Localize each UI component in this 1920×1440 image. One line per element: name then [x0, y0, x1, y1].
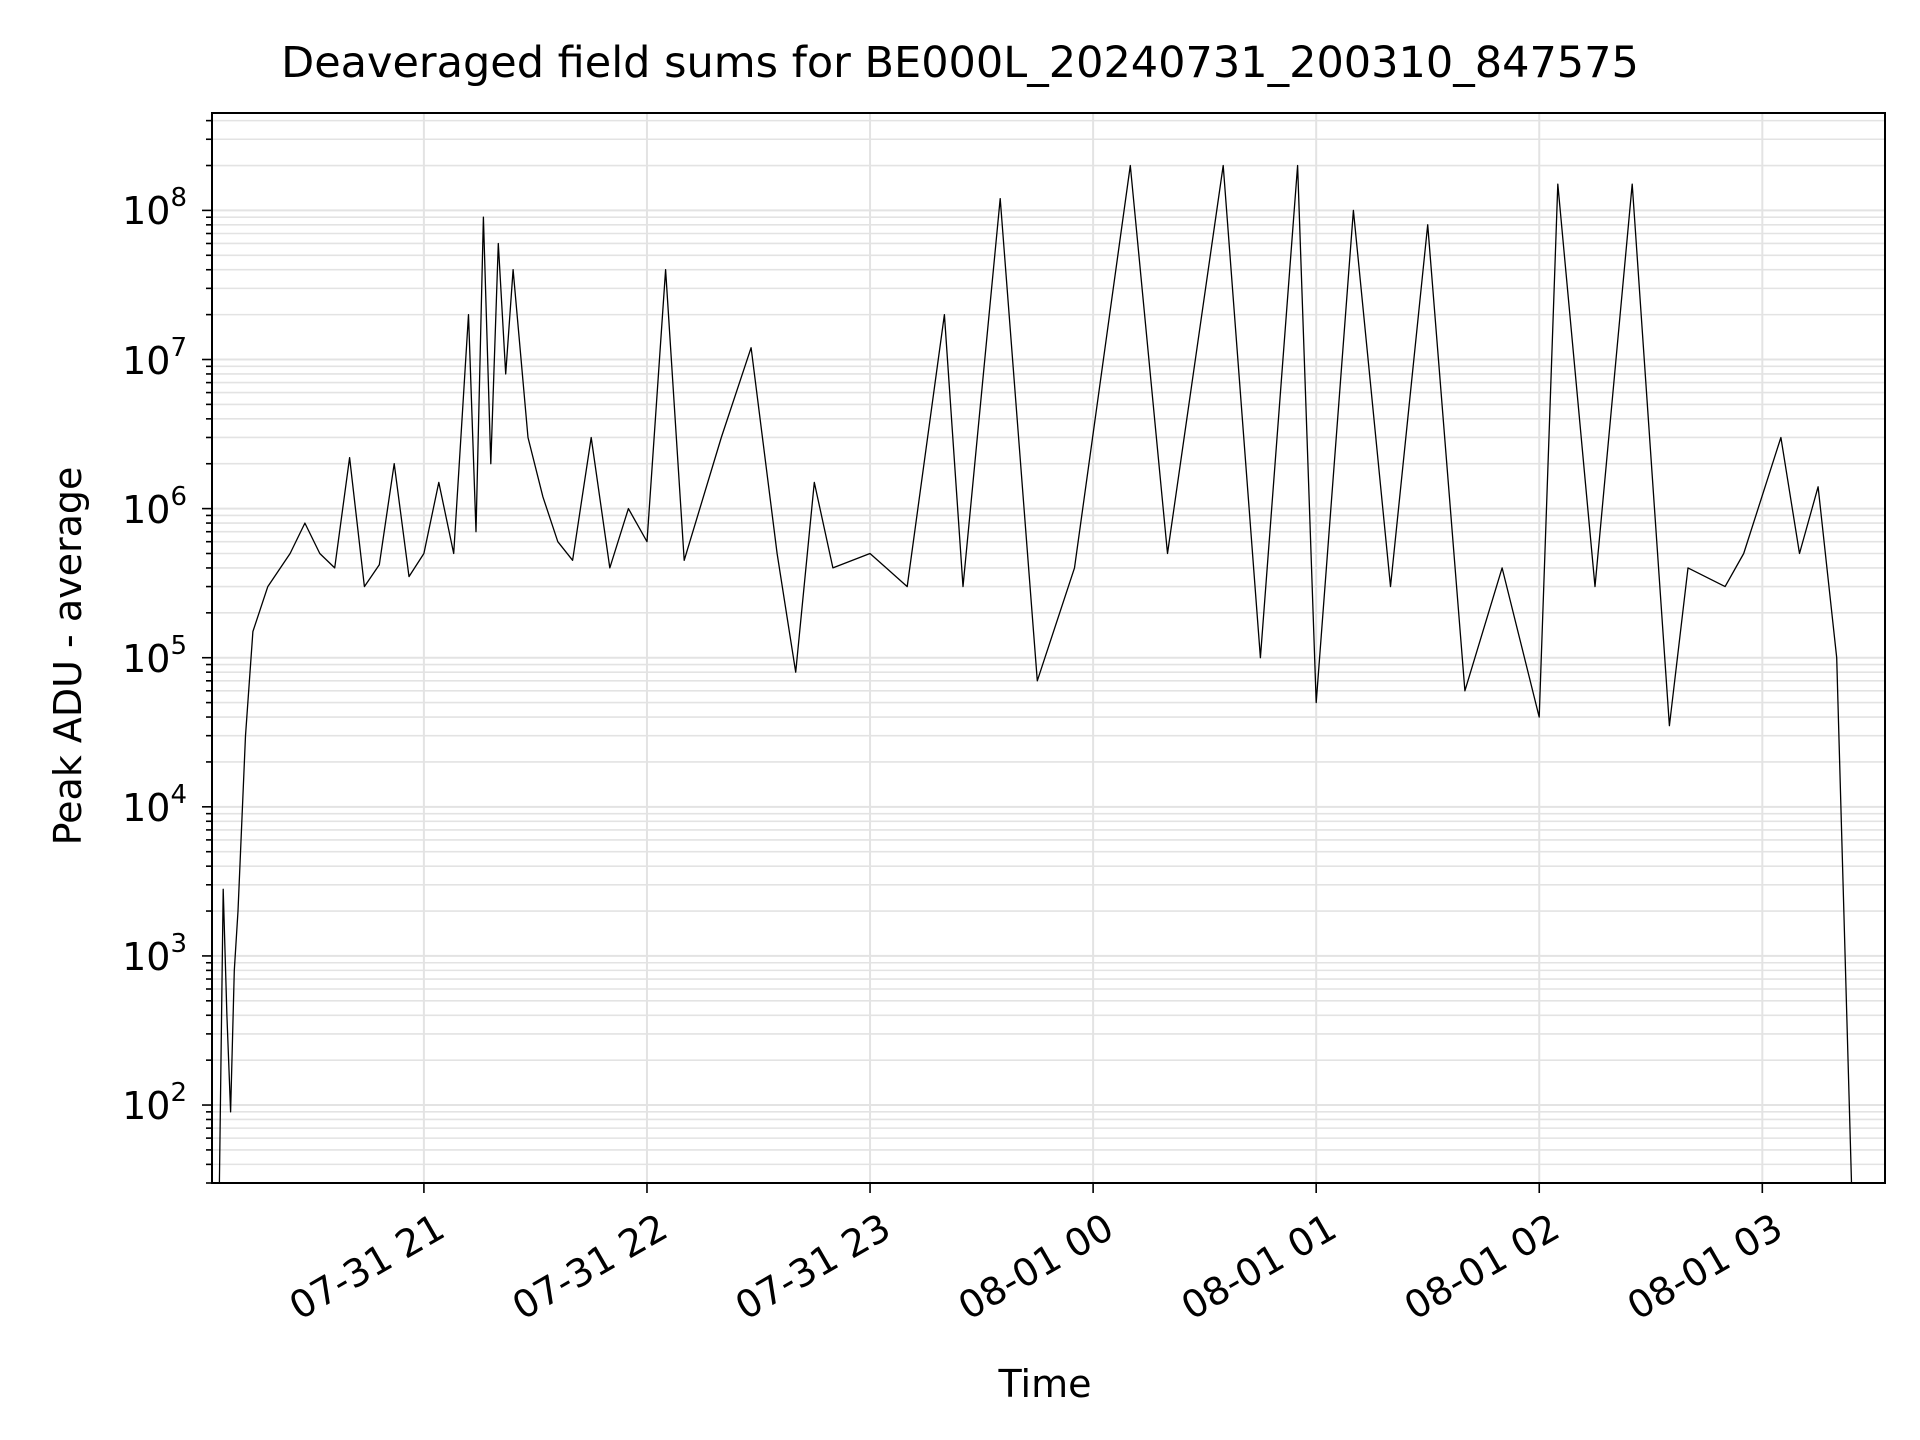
- y-tick-label: 107: [122, 332, 187, 383]
- y-tick-label: 108: [122, 183, 187, 234]
- y-tick-label: 106: [122, 481, 187, 532]
- grid-lines: [212, 113, 1885, 1184]
- y-tick-label: 103: [122, 929, 187, 979]
- axis-ticks: [202, 119, 1764, 1193]
- y-tick-label: 102: [122, 1078, 187, 1128]
- x-axis-label: Time: [998, 1362, 1092, 1406]
- y-tick-label: 104: [122, 779, 187, 830]
- chart-title: Deaveraged field sums for BE000L_2024073…: [281, 38, 1639, 88]
- series-line: [218, 164, 1853, 1184]
- plot-frame: [211, 112, 1886, 1184]
- y-axis-label: Peak ADU - average: [46, 466, 90, 846]
- y-tick-label: 105: [122, 630, 187, 681]
